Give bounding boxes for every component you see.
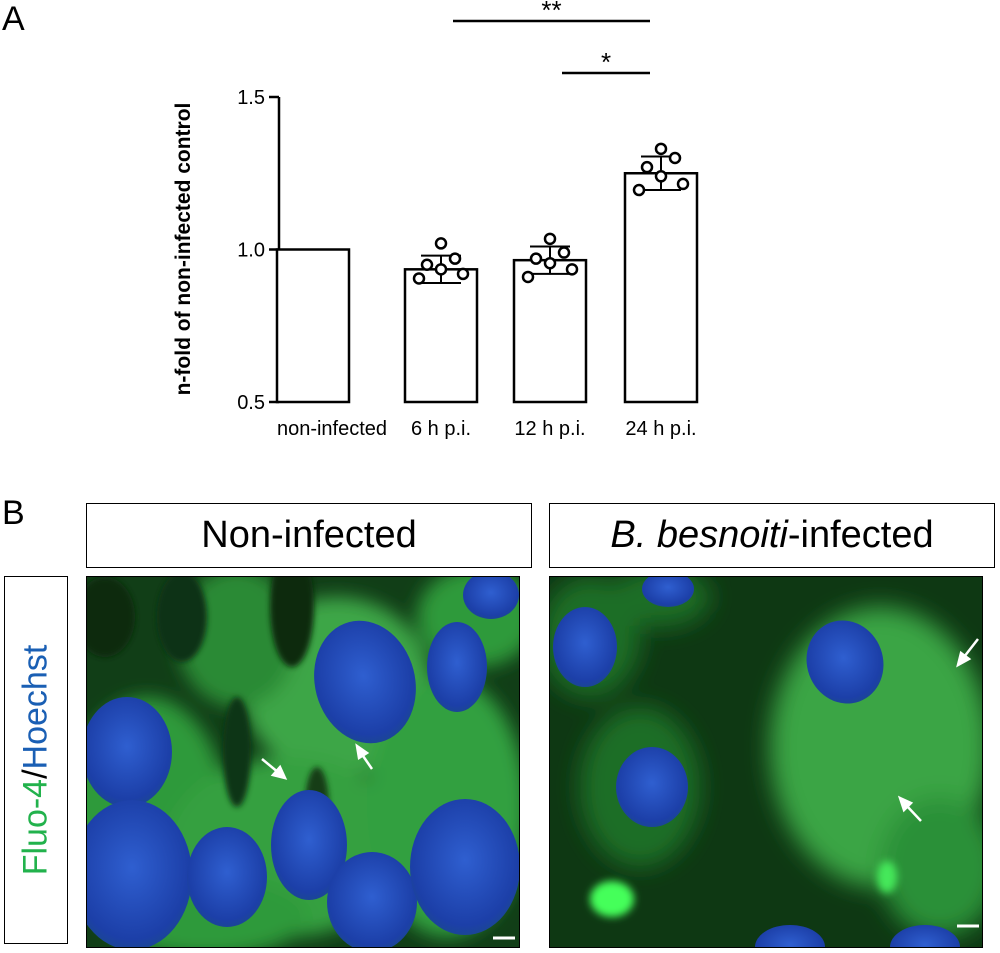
bar-chart: n-fold of non-infected control 0.5 1.0 1.5… — [172, 0, 699, 440]
significance-label-1: * — [601, 47, 611, 77]
data-point — [668, 151, 682, 165]
data-point — [529, 252, 543, 265]
arrow-2 — [897, 795, 922, 822]
data-point — [543, 232, 557, 246]
x-tick-label-0: non-infected — [277, 418, 387, 440]
bar-0 — [275, 248, 351, 404]
non-infected-title: Non-infected — [86, 503, 532, 568]
hoechst-label: Hoechst — [16, 644, 55, 770]
data-point — [456, 267, 470, 281]
y-tick-label: 1.0 — [237, 240, 265, 262]
data-point — [434, 237, 448, 250]
data-point — [448, 252, 462, 265]
stain-label-separator: / — [16, 769, 55, 779]
y-tick-label: 0.5 — [237, 392, 265, 414]
data-points — [412, 142, 690, 285]
significance-brackets: *** — [453, 0, 650, 77]
data-point — [640, 160, 654, 174]
significance-label-0: ** — [541, 0, 561, 25]
data-point — [543, 256, 557, 270]
nuclei — [87, 577, 519, 947]
x-tick-label-1: 6 h p.i. — [411, 418, 471, 440]
data-point — [676, 177, 690, 191]
nuclei — [553, 577, 960, 947]
x-tick-label-3: 24 h p.i. — [625, 418, 696, 440]
arrow-1 — [261, 758, 288, 780]
infected-title-suffix: -infected — [787, 514, 934, 556]
arrow-2 — [355, 743, 374, 770]
non-infected-title-text: Non-infected — [201, 514, 417, 556]
stain-label: Fluo-4/Hoechst — [17, 645, 56, 876]
data-point — [412, 272, 426, 285]
y-tick-label: 1.5 — [237, 87, 265, 109]
y-axis-label: n-fold of non-infected control — [172, 103, 195, 396]
panel-b-letter: B — [2, 494, 25, 532]
data-point — [632, 183, 646, 197]
data-point — [420, 258, 434, 271]
bar-3 — [623, 172, 699, 404]
bar-2 — [512, 258, 588, 404]
fluo-4-label: Fluo-4 — [16, 778, 55, 876]
data-point — [557, 246, 571, 259]
panel-a-letter: A — [2, 0, 25, 38]
stain-label-box: Fluo-4/Hoechst — [4, 576, 68, 944]
bright-spots — [590, 861, 897, 917]
y-axis: 0.5 1.0 1.5 — [237, 87, 281, 414]
data-point — [434, 263, 448, 276]
bars — [275, 172, 699, 404]
non-infected-micrograph — [86, 576, 520, 948]
infected-title: B. besnoiti -infected — [549, 503, 995, 568]
data-point — [565, 263, 579, 276]
data-point — [521, 270, 535, 284]
data-point — [654, 142, 668, 156]
bar-1 — [403, 268, 479, 404]
arrow-1 — [956, 638, 979, 668]
infected-title-species: B. besnoiti — [610, 514, 788, 556]
x-tick-labels: non-infected 6 h p.i. 12 h p.i. 24 h p.i. — [277, 418, 697, 440]
data-point — [654, 170, 668, 183]
infected-micrograph — [549, 576, 983, 948]
dark-gaps — [87, 577, 329, 847]
x-tick-label-2: 12 h p.i. — [514, 418, 585, 440]
